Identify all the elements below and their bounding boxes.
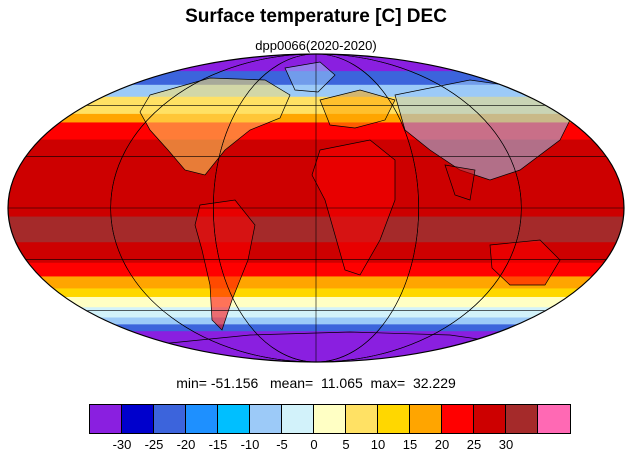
colorbar-tick-label: 10 bbox=[371, 437, 385, 452]
stats-line: min= -51.156 mean= 11.065 max= 32.229 bbox=[0, 375, 632, 391]
colorbar-swatch bbox=[442, 405, 474, 433]
world-map bbox=[0, 0, 632, 370]
colorbar-swatch bbox=[282, 405, 314, 433]
min-value: -51.156 bbox=[211, 375, 258, 391]
min-label: min= bbox=[176, 375, 207, 391]
colorbar-tick-label: 25 bbox=[467, 437, 481, 452]
colorbar-tick-label: -30 bbox=[113, 437, 132, 452]
colorbar-tick-label: -10 bbox=[241, 437, 260, 452]
colorbar-swatch bbox=[122, 405, 154, 433]
colorbar-swatch bbox=[506, 405, 538, 433]
colorbar-tick-label: 0 bbox=[310, 437, 317, 452]
colorbar-swatch bbox=[314, 405, 346, 433]
colorbar-tick-label: -5 bbox=[276, 437, 288, 452]
colorbar-swatch bbox=[186, 405, 218, 433]
colorbar-tick-label: 30 bbox=[499, 437, 513, 452]
colorbar-swatch bbox=[410, 405, 442, 433]
colorbar-swatch bbox=[250, 405, 282, 433]
colorbar-ticks: -30 -25 -20 -15 -10 -5 0 5 10 15 20 25 30 bbox=[0, 437, 632, 457]
max-value: 32.229 bbox=[413, 375, 456, 391]
colorbar-tick-label: 5 bbox=[342, 437, 349, 452]
colorbar-swatch bbox=[154, 405, 186, 433]
colorbar-tick-label: 15 bbox=[403, 437, 417, 452]
mean-label: mean= bbox=[270, 375, 313, 391]
colorbar-swatch bbox=[474, 405, 506, 433]
colorbar-swatch bbox=[378, 405, 410, 433]
mean-value: 11.065 bbox=[321, 375, 363, 391]
colorbar-tick-label: -15 bbox=[209, 437, 228, 452]
colorbar-swatch bbox=[346, 405, 378, 433]
colorbar-swatch bbox=[538, 405, 570, 433]
colorbar-tick-label: 20 bbox=[435, 437, 449, 452]
colorbar bbox=[89, 404, 571, 434]
colorbar-swatch bbox=[218, 405, 250, 433]
max-label: max= bbox=[371, 375, 406, 391]
colorbar-tick-label: -25 bbox=[145, 437, 164, 452]
colorbar-swatch bbox=[90, 405, 122, 433]
colorbar-tick-label: -20 bbox=[177, 437, 196, 452]
